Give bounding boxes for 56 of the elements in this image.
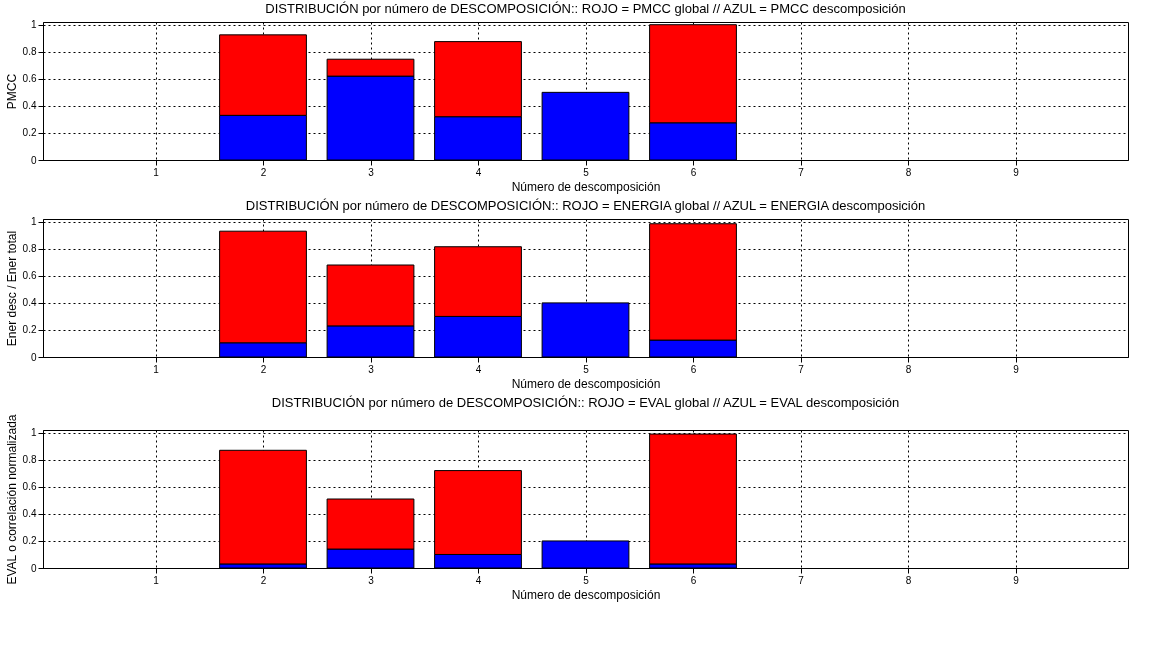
x-tick-label: 3 [368, 166, 375, 178]
y-tick-label: 0.6 [22, 270, 37, 282]
x-tick-label: 1 [153, 574, 160, 586]
x-tick-label: 5 [583, 574, 590, 586]
x-axis-title: Número de descomposición [511, 179, 661, 194]
x-tick-label: 7 [798, 363, 805, 375]
y-axis-title: Ener desc / Ener total [4, 230, 19, 347]
x-tick-label: 8 [905, 166, 912, 178]
y-axis-title: EVAL o correlación normalizada [4, 414, 19, 585]
bar [649, 433, 737, 565]
y-tick-label: 1 [30, 19, 37, 31]
y-tick-label: 0 [30, 154, 37, 166]
x-tick-label: 8 [905, 363, 912, 375]
x-tick-label: 3 [368, 363, 375, 375]
y-tick-label: 0.6 [22, 481, 37, 493]
y-tick-label: 0.8 [22, 243, 37, 255]
bar [219, 449, 307, 565]
y-tick-label: 0 [30, 562, 37, 574]
chart-title: DISTRIBUCIÓN por número de DESCOMPOSICIÓN:: ROJO = ENERGIA global // AZUL = ENERGIA descomposición [245, 197, 926, 213]
y-tick-label: 0.6 [22, 73, 37, 85]
y-tick-label: 0.2 [22, 127, 37, 139]
chart-title: DISTRIBUCIÓN por número de DESCOMPOSICIÓN:: ROJO = PMCC global // AZUL = PMCC descomposición [265, 0, 906, 16]
x-tick-label: 9 [1013, 166, 1020, 178]
x-tick-label: 3 [368, 574, 375, 586]
x-tick-label: 6 [690, 166, 697, 178]
x-axis-title: Número de descomposición [511, 376, 661, 391]
x-tick-label: 8 [905, 574, 912, 586]
x-tick-label: 9 [1013, 363, 1020, 375]
x-tick-label: 2 [260, 574, 267, 586]
y-tick-label: 0.2 [22, 535, 37, 547]
x-tick-label: 5 [583, 363, 590, 375]
y-tick-label: 0.8 [22, 46, 37, 58]
y-tick-label: 0.8 [22, 454, 37, 466]
x-tick-label: 7 [798, 166, 805, 178]
x-tick-label: 4 [475, 363, 482, 375]
y-axis-title: PMCC [4, 73, 19, 110]
y-tick-label: 0.4 [22, 297, 37, 309]
x-tick-label: 2 [260, 363, 267, 375]
x-tick-label: 1 [153, 363, 160, 375]
y-tick-label: 1 [30, 216, 37, 228]
y-tick-label: 0.2 [22, 324, 37, 336]
x-tick-label: 6 [690, 574, 697, 586]
x-axis-title: Número de descomposición [511, 587, 661, 602]
y-tick-label: 0.4 [22, 100, 37, 112]
y-tick-label: 1 [30, 427, 37, 439]
x-tick-label: 9 [1013, 574, 1020, 586]
x-tick-label: 6 [690, 363, 697, 375]
x-tick-label: 4 [475, 574, 482, 586]
y-tick-label: 0 [30, 351, 37, 363]
x-tick-label: 5 [583, 166, 590, 178]
chart-title: DISTRIBUCIÓN por número de DESCOMPOSICIÓN:: ROJO = EVAL global // AZUL = EVAL descomposición [271, 394, 900, 410]
x-tick-label: 2 [260, 166, 267, 178]
y-tick-label: 0.4 [22, 508, 37, 520]
x-tick-label: 1 [153, 166, 160, 178]
x-tick-label: 4 [475, 166, 482, 178]
x-tick-label: 7 [798, 574, 805, 586]
